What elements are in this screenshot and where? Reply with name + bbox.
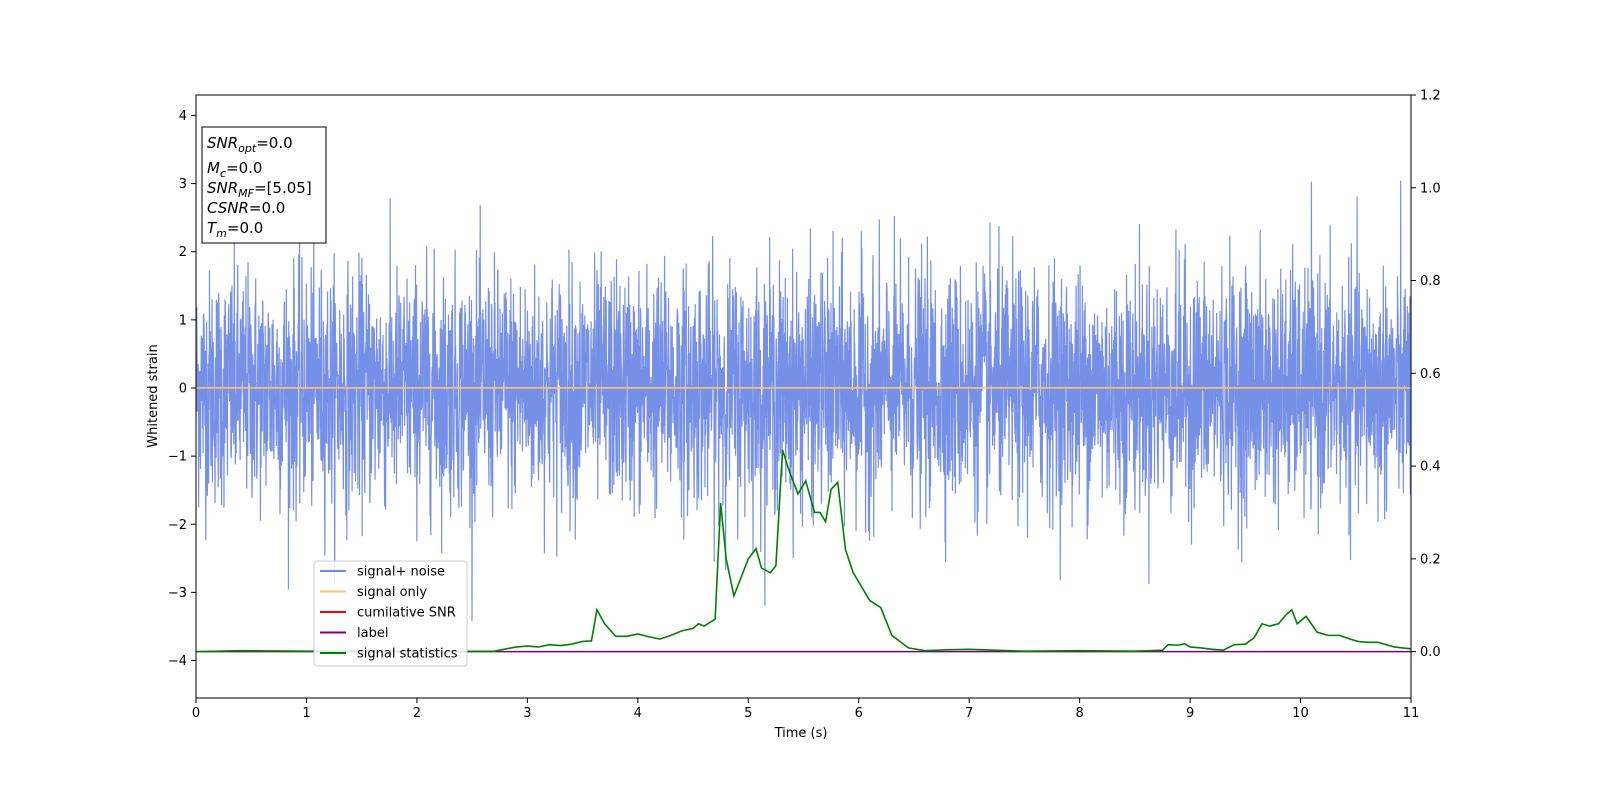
annotation-box-frame (201, 126, 327, 244)
y-right-tick-label: 0.6 (1420, 367, 1441, 382)
annotation-line: CSNR=0.0 (207, 199, 285, 217)
y-right-tick-label: 0.2 (1420, 552, 1441, 567)
annotation-line: SNRMF=[5.05] (207, 179, 312, 200)
y-left-tick-label: −3 (168, 586, 187, 601)
x-tick-label: 4 (634, 706, 642, 721)
x-axis-label: Time (s) (774, 726, 828, 741)
legend-label: signal only (357, 585, 427, 600)
x-tick-label: 0 (192, 706, 200, 721)
y-left-tick-label: 3 (179, 177, 187, 192)
y-left-tick-label: −1 (168, 450, 187, 465)
axes-frame (195, 94, 1412, 699)
y-right-tick-label: 0.8 (1420, 274, 1441, 289)
x-tick-label: 1 (302, 706, 310, 721)
x-tick-label: 8 (1075, 706, 1083, 721)
y-left-tick-label: 2 (179, 245, 187, 260)
x-tick-label: 6 (855, 706, 863, 721)
x-axis: 0 1 2 3 4 5 6 7 8 9 10 11 (192, 698, 1419, 721)
legend-label: label (357, 626, 388, 641)
y-left-tick-label: 4 (179, 109, 187, 124)
y-right-tick-label: 0.4 (1420, 460, 1441, 475)
y-axis-label: Whitened strain (146, 344, 161, 447)
annotation-line: Tm=0.0 (207, 219, 263, 240)
x-tick-label: 2 (413, 706, 421, 721)
y-left-tick-label: −2 (168, 518, 187, 533)
y-right-tick-label: 1.2 (1420, 89, 1441, 104)
legend-frame (313, 560, 468, 667)
y-left-tick-label: 1 (179, 313, 187, 328)
y-left-tick-label: −4 (168, 654, 187, 669)
legend-label: signal statistics (357, 647, 458, 662)
y-left-tick-label: 0 (179, 381, 187, 396)
legend-label: signal+ noise (357, 565, 445, 580)
legend-label: cumilative SNR (357, 606, 456, 621)
y-right-tick-label: 0.0 (1420, 645, 1441, 660)
y-axis-left: −4 −3 −2 −1 0 1 2 3 4 (168, 109, 196, 669)
x-tick-label: 9 (1186, 706, 1194, 721)
y-right-tick-label: 1.0 (1420, 181, 1441, 196)
x-tick-label: 3 (523, 706, 531, 721)
series-signal-statistics-line (196, 449, 1411, 653)
annotation-line: SNRopt=0.0 (207, 134, 293, 155)
series-signal-noise-line (196, 180, 1411, 621)
x-tick-label: 7 (965, 706, 973, 721)
x-tick-label: 11 (1403, 706, 1420, 721)
annotation-line: Mc=0.0 (207, 159, 262, 180)
legend: signal+ noise signal only cumilative SNR la… (313, 560, 468, 667)
y-axis-right: 0.0 0.2 0.4 0.6 0.8 1.0 1.2 (1411, 89, 1441, 660)
x-tick-label: 5 (744, 706, 752, 721)
x-tick-label: 10 (1292, 706, 1309, 721)
